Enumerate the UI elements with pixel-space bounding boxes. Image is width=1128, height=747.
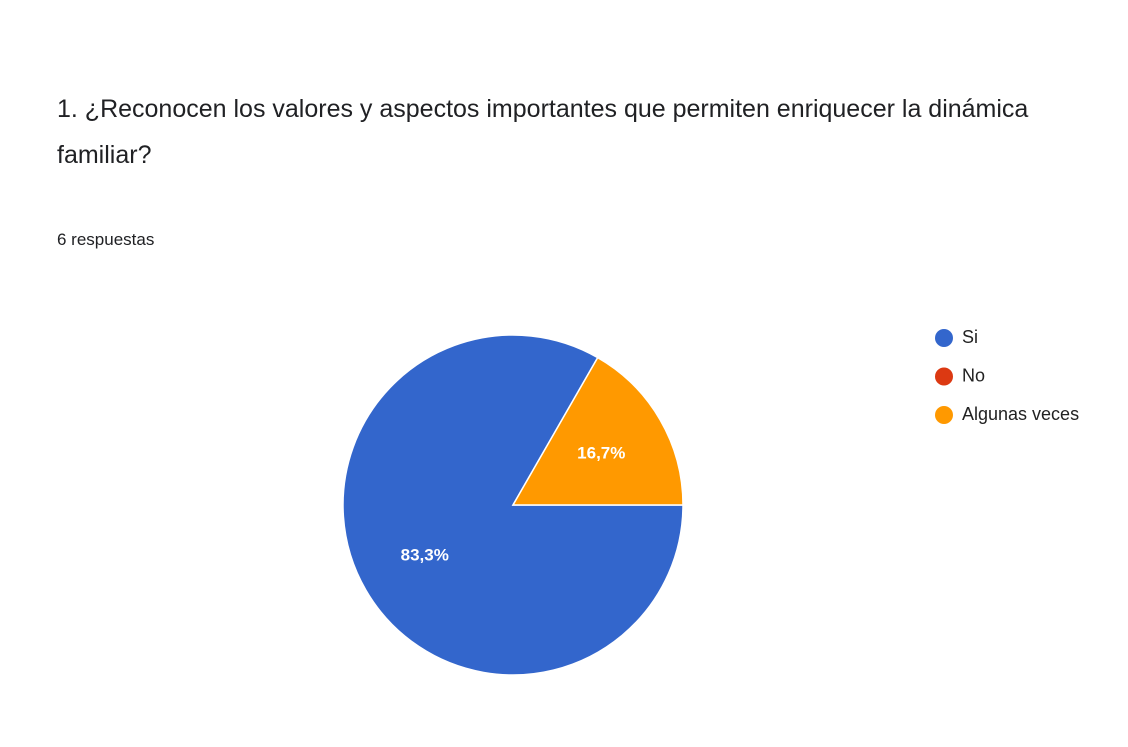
pie-slice <box>511 356 684 506</box>
legend-swatch <box>935 367 953 386</box>
legend-swatch <box>935 329 953 347</box>
legend-label: Si <box>962 327 978 347</box>
chart-subtitle: 6 respuestas <box>57 230 155 249</box>
legend-label: Algunas veces <box>962 404 1079 424</box>
legend-swatch <box>935 406 953 424</box>
data-label: 16,7% <box>577 443 625 462</box>
data-label: 83,3% <box>401 546 449 565</box>
chart-title: 1. ¿Reconocen los valores y aspectos imp… <box>57 95 1029 169</box>
legend-label: No <box>962 365 985 385</box>
